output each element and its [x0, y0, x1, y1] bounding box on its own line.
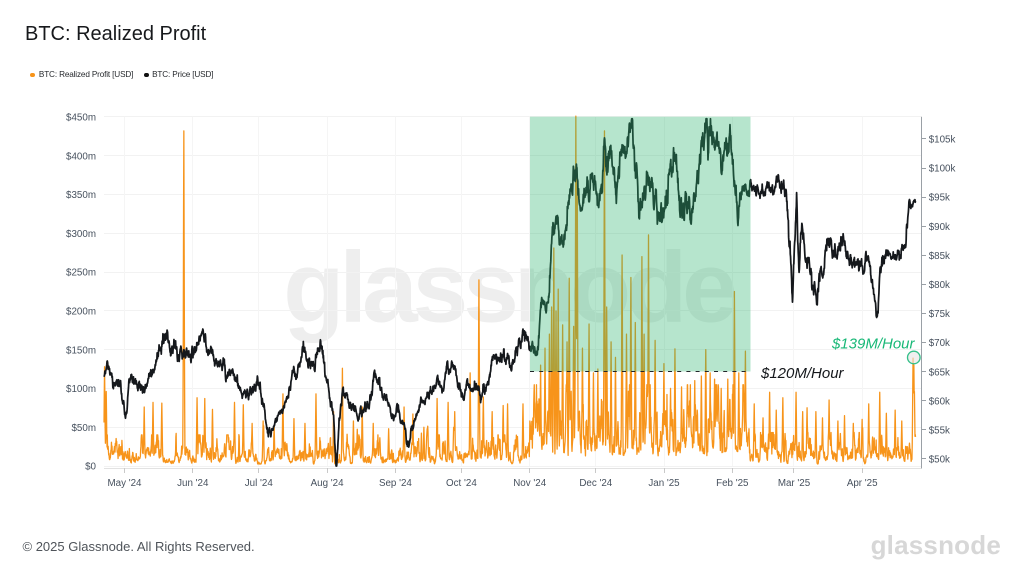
svg-text:$90k: $90k	[929, 222, 950, 233]
svg-text:$55k: $55k	[929, 426, 950, 437]
svg-text:$200m: $200m	[66, 307, 96, 318]
svg-text:$139M/Hour: $139M/Hour	[831, 336, 916, 353]
svg-text:Nov '24: Nov '24	[513, 478, 546, 489]
svg-text:May '24: May '24	[108, 478, 143, 489]
svg-text:$450m: $450m	[66, 113, 96, 124]
svg-text:$0: $0	[85, 462, 96, 473]
svg-text:$250m: $250m	[66, 268, 96, 279]
svg-text:Dec '24: Dec '24	[579, 478, 612, 489]
svg-text:Feb '25: Feb '25	[716, 478, 749, 489]
svg-text:$85k: $85k	[929, 251, 950, 262]
svg-text:$50k: $50k	[929, 455, 950, 466]
svg-text:$350m: $350m	[66, 190, 96, 201]
svg-text:$400m: $400m	[66, 151, 96, 162]
svg-text:$50m: $50m	[71, 423, 96, 434]
svg-text:$120M/Hour: $120M/Hour	[760, 365, 845, 382]
svg-text:Oct '24: Oct '24	[446, 478, 477, 489]
svg-text:Jan '25: Jan '25	[648, 478, 680, 489]
svg-text:Apr '25: Apr '25	[847, 478, 878, 489]
svg-text:$65k: $65k	[929, 367, 950, 378]
svg-text:Aug '24: Aug '24	[311, 478, 344, 489]
svg-text:Mar '25: Mar '25	[778, 478, 811, 489]
svg-text:Jun '24: Jun '24	[177, 478, 209, 489]
svg-text:$300m: $300m	[66, 229, 96, 240]
svg-text:$100m: $100m	[66, 384, 96, 395]
svg-text:$105k: $105k	[929, 135, 956, 146]
svg-text:$70k: $70k	[929, 338, 950, 349]
svg-text:$75k: $75k	[929, 309, 950, 320]
svg-text:$60k: $60k	[929, 396, 950, 407]
svg-text:$100k: $100k	[929, 164, 956, 175]
svg-text:$80k: $80k	[929, 280, 950, 291]
svg-text:$95k: $95k	[929, 193, 950, 204]
svg-text:$150m: $150m	[66, 345, 96, 356]
svg-text:Sep '24: Sep '24	[379, 478, 412, 489]
svg-text:Jul '24: Jul '24	[245, 478, 274, 489]
